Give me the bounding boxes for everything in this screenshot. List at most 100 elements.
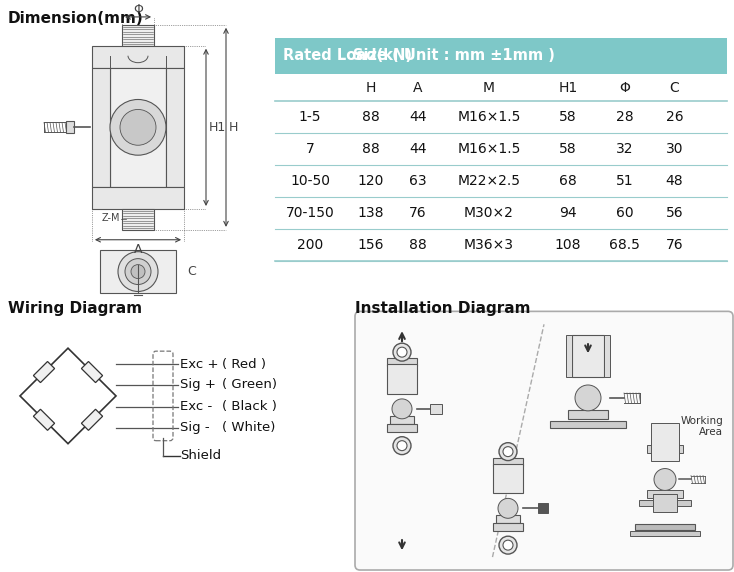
Text: Φ: Φ <box>133 3 143 16</box>
FancyBboxPatch shape <box>604 335 610 377</box>
FancyBboxPatch shape <box>550 421 626 428</box>
FancyBboxPatch shape <box>275 38 727 74</box>
Text: ( Black ): ( Black ) <box>222 400 277 414</box>
FancyBboxPatch shape <box>568 359 608 368</box>
Text: M: M <box>483 81 495 94</box>
Circle shape <box>393 436 411 455</box>
Text: M22×2.5: M22×2.5 <box>457 174 520 188</box>
FancyBboxPatch shape <box>430 404 442 414</box>
Text: 138: 138 <box>357 206 385 220</box>
Polygon shape <box>33 409 54 430</box>
Circle shape <box>499 443 517 460</box>
FancyBboxPatch shape <box>651 423 679 460</box>
Text: Sig +: Sig + <box>180 379 216 391</box>
FancyBboxPatch shape <box>66 121 74 133</box>
FancyBboxPatch shape <box>493 463 523 494</box>
Circle shape <box>503 447 513 456</box>
FancyBboxPatch shape <box>653 494 677 513</box>
Circle shape <box>125 259 151 284</box>
Text: ( Red ): ( Red ) <box>222 358 266 371</box>
FancyBboxPatch shape <box>387 358 417 366</box>
Text: Working
Area: Working Area <box>680 416 723 438</box>
FancyBboxPatch shape <box>493 458 523 466</box>
Text: 120: 120 <box>357 174 384 188</box>
Text: Sig -: Sig - <box>180 421 210 434</box>
Text: 58: 58 <box>559 110 577 124</box>
Text: 88: 88 <box>362 142 380 156</box>
Text: 68: 68 <box>559 174 577 188</box>
FancyBboxPatch shape <box>92 46 184 67</box>
Text: A: A <box>134 243 142 256</box>
FancyBboxPatch shape <box>647 444 683 452</box>
FancyBboxPatch shape <box>635 525 695 530</box>
Text: 108: 108 <box>555 238 581 252</box>
Text: Shield: Shield <box>180 449 221 462</box>
Text: 70-150: 70-150 <box>286 206 335 220</box>
FancyBboxPatch shape <box>387 424 417 432</box>
Circle shape <box>397 440 407 451</box>
Text: Φ: Φ <box>619 81 630 94</box>
Text: 68.5: 68.5 <box>609 238 640 252</box>
Polygon shape <box>81 362 103 383</box>
FancyBboxPatch shape <box>647 490 683 498</box>
FancyBboxPatch shape <box>496 515 520 523</box>
Text: 44: 44 <box>410 110 426 124</box>
Text: H1: H1 <box>559 81 578 94</box>
Text: 58: 58 <box>559 142 577 156</box>
Text: 76: 76 <box>409 206 426 220</box>
Text: 26: 26 <box>666 110 683 124</box>
FancyBboxPatch shape <box>572 335 604 377</box>
FancyBboxPatch shape <box>100 250 176 293</box>
FancyBboxPatch shape <box>275 165 727 197</box>
Text: ( White): ( White) <box>222 421 275 434</box>
Text: M36×3: M36×3 <box>464 238 514 252</box>
Circle shape <box>503 540 513 550</box>
Text: H: H <box>229 121 239 134</box>
FancyBboxPatch shape <box>92 187 184 209</box>
Text: M16×1.5: M16×1.5 <box>457 110 520 124</box>
FancyBboxPatch shape <box>122 209 154 230</box>
Text: M16×1.5: M16×1.5 <box>457 142 520 156</box>
FancyBboxPatch shape <box>166 67 184 187</box>
Text: Wiring Diagram: Wiring Diagram <box>8 301 142 316</box>
FancyBboxPatch shape <box>275 74 727 101</box>
Text: H: H <box>366 81 377 94</box>
FancyBboxPatch shape <box>122 25 154 46</box>
Text: 76: 76 <box>666 238 683 252</box>
Text: M30×2: M30×2 <box>464 206 514 220</box>
Text: ( Green): ( Green) <box>222 379 277 391</box>
Text: 10-50: 10-50 <box>290 174 330 188</box>
Text: 88: 88 <box>362 110 380 124</box>
Text: Size ( Unit : mm ±1mm ): Size ( Unit : mm ±1mm ) <box>353 48 555 63</box>
FancyBboxPatch shape <box>566 335 572 377</box>
Text: 28: 28 <box>616 110 633 124</box>
Text: H1: H1 <box>209 121 226 134</box>
FancyBboxPatch shape <box>275 229 727 261</box>
Circle shape <box>654 468 676 490</box>
FancyBboxPatch shape <box>110 67 166 187</box>
Text: 32: 32 <box>616 142 633 156</box>
Text: 200: 200 <box>297 238 323 252</box>
FancyBboxPatch shape <box>493 523 523 531</box>
FancyBboxPatch shape <box>639 500 691 506</box>
Circle shape <box>397 347 407 357</box>
Circle shape <box>118 252 158 292</box>
Text: Dimension(mm): Dimension(mm) <box>8 11 144 26</box>
Text: 63: 63 <box>409 174 426 188</box>
Text: 94: 94 <box>559 206 577 220</box>
Text: 30: 30 <box>666 142 683 156</box>
Text: 7: 7 <box>305 142 314 156</box>
Text: 56: 56 <box>666 206 683 220</box>
FancyBboxPatch shape <box>580 344 596 356</box>
Polygon shape <box>81 409 103 430</box>
Circle shape <box>499 536 517 554</box>
Text: 156: 156 <box>357 238 385 252</box>
Polygon shape <box>33 362 54 383</box>
FancyBboxPatch shape <box>630 531 700 536</box>
Text: 88: 88 <box>409 238 427 252</box>
FancyBboxPatch shape <box>92 67 110 187</box>
FancyBboxPatch shape <box>355 311 733 570</box>
Circle shape <box>498 498 518 518</box>
FancyBboxPatch shape <box>658 429 672 440</box>
Text: C: C <box>669 81 680 94</box>
